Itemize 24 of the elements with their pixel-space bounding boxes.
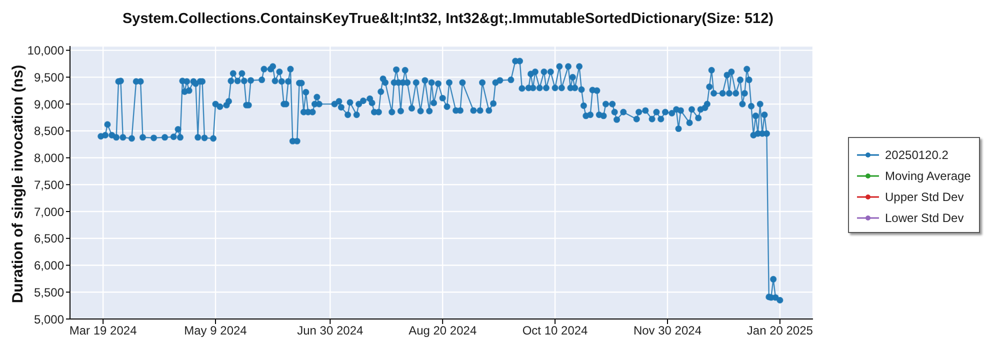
- chart-title: System.Collections.ContainsKeyTrue&lt;Int32, Int32&gt;.ImmutableSortedDictionary(Size: 512): [121, 11, 775, 27]
- legend-label: 20250120.2: [885, 148, 948, 162]
- legend-label: Moving Average: [885, 168, 971, 182]
- y-tick-label: 6,500: [34, 232, 64, 246]
- y-tick-label: 5,000: [34, 312, 64, 326]
- x-tick-label: Aug 20 2024: [408, 324, 477, 338]
- x-tick-label: May 9 2024: [184, 324, 248, 338]
- y-tick-label: 8,500: [34, 124, 64, 138]
- y-tick-label: 8,000: [34, 151, 64, 166]
- y-tick-label: 5,500: [34, 285, 64, 300]
- y-tick-label: 7,000: [34, 204, 64, 219]
- legend-label: Lower Std Dev: [885, 210, 964, 224]
- y-tick-label: 9,000: [34, 97, 64, 112]
- x-tick-label: Nov 30 2024: [633, 324, 702, 338]
- x-tick-label: Oct 10 2024: [522, 324, 588, 338]
- x-tick-label: Jun 30 2024: [297, 324, 364, 338]
- y-axis-title: Duration of single invocation (ns): [10, 64, 26, 304]
- legend-label: Upper Std Dev: [885, 190, 964, 204]
- x-tick-label: Mar 19 2024: [69, 324, 138, 338]
- y-tick-label: 7,500: [34, 178, 64, 192]
- x-tick-label: Jan 20 2025: [746, 324, 814, 338]
- y-tick-label: 10,000: [27, 44, 64, 58]
- y-tick-label: 6,000: [34, 258, 64, 273]
- y-tick-label: 9,500: [34, 70, 64, 84]
